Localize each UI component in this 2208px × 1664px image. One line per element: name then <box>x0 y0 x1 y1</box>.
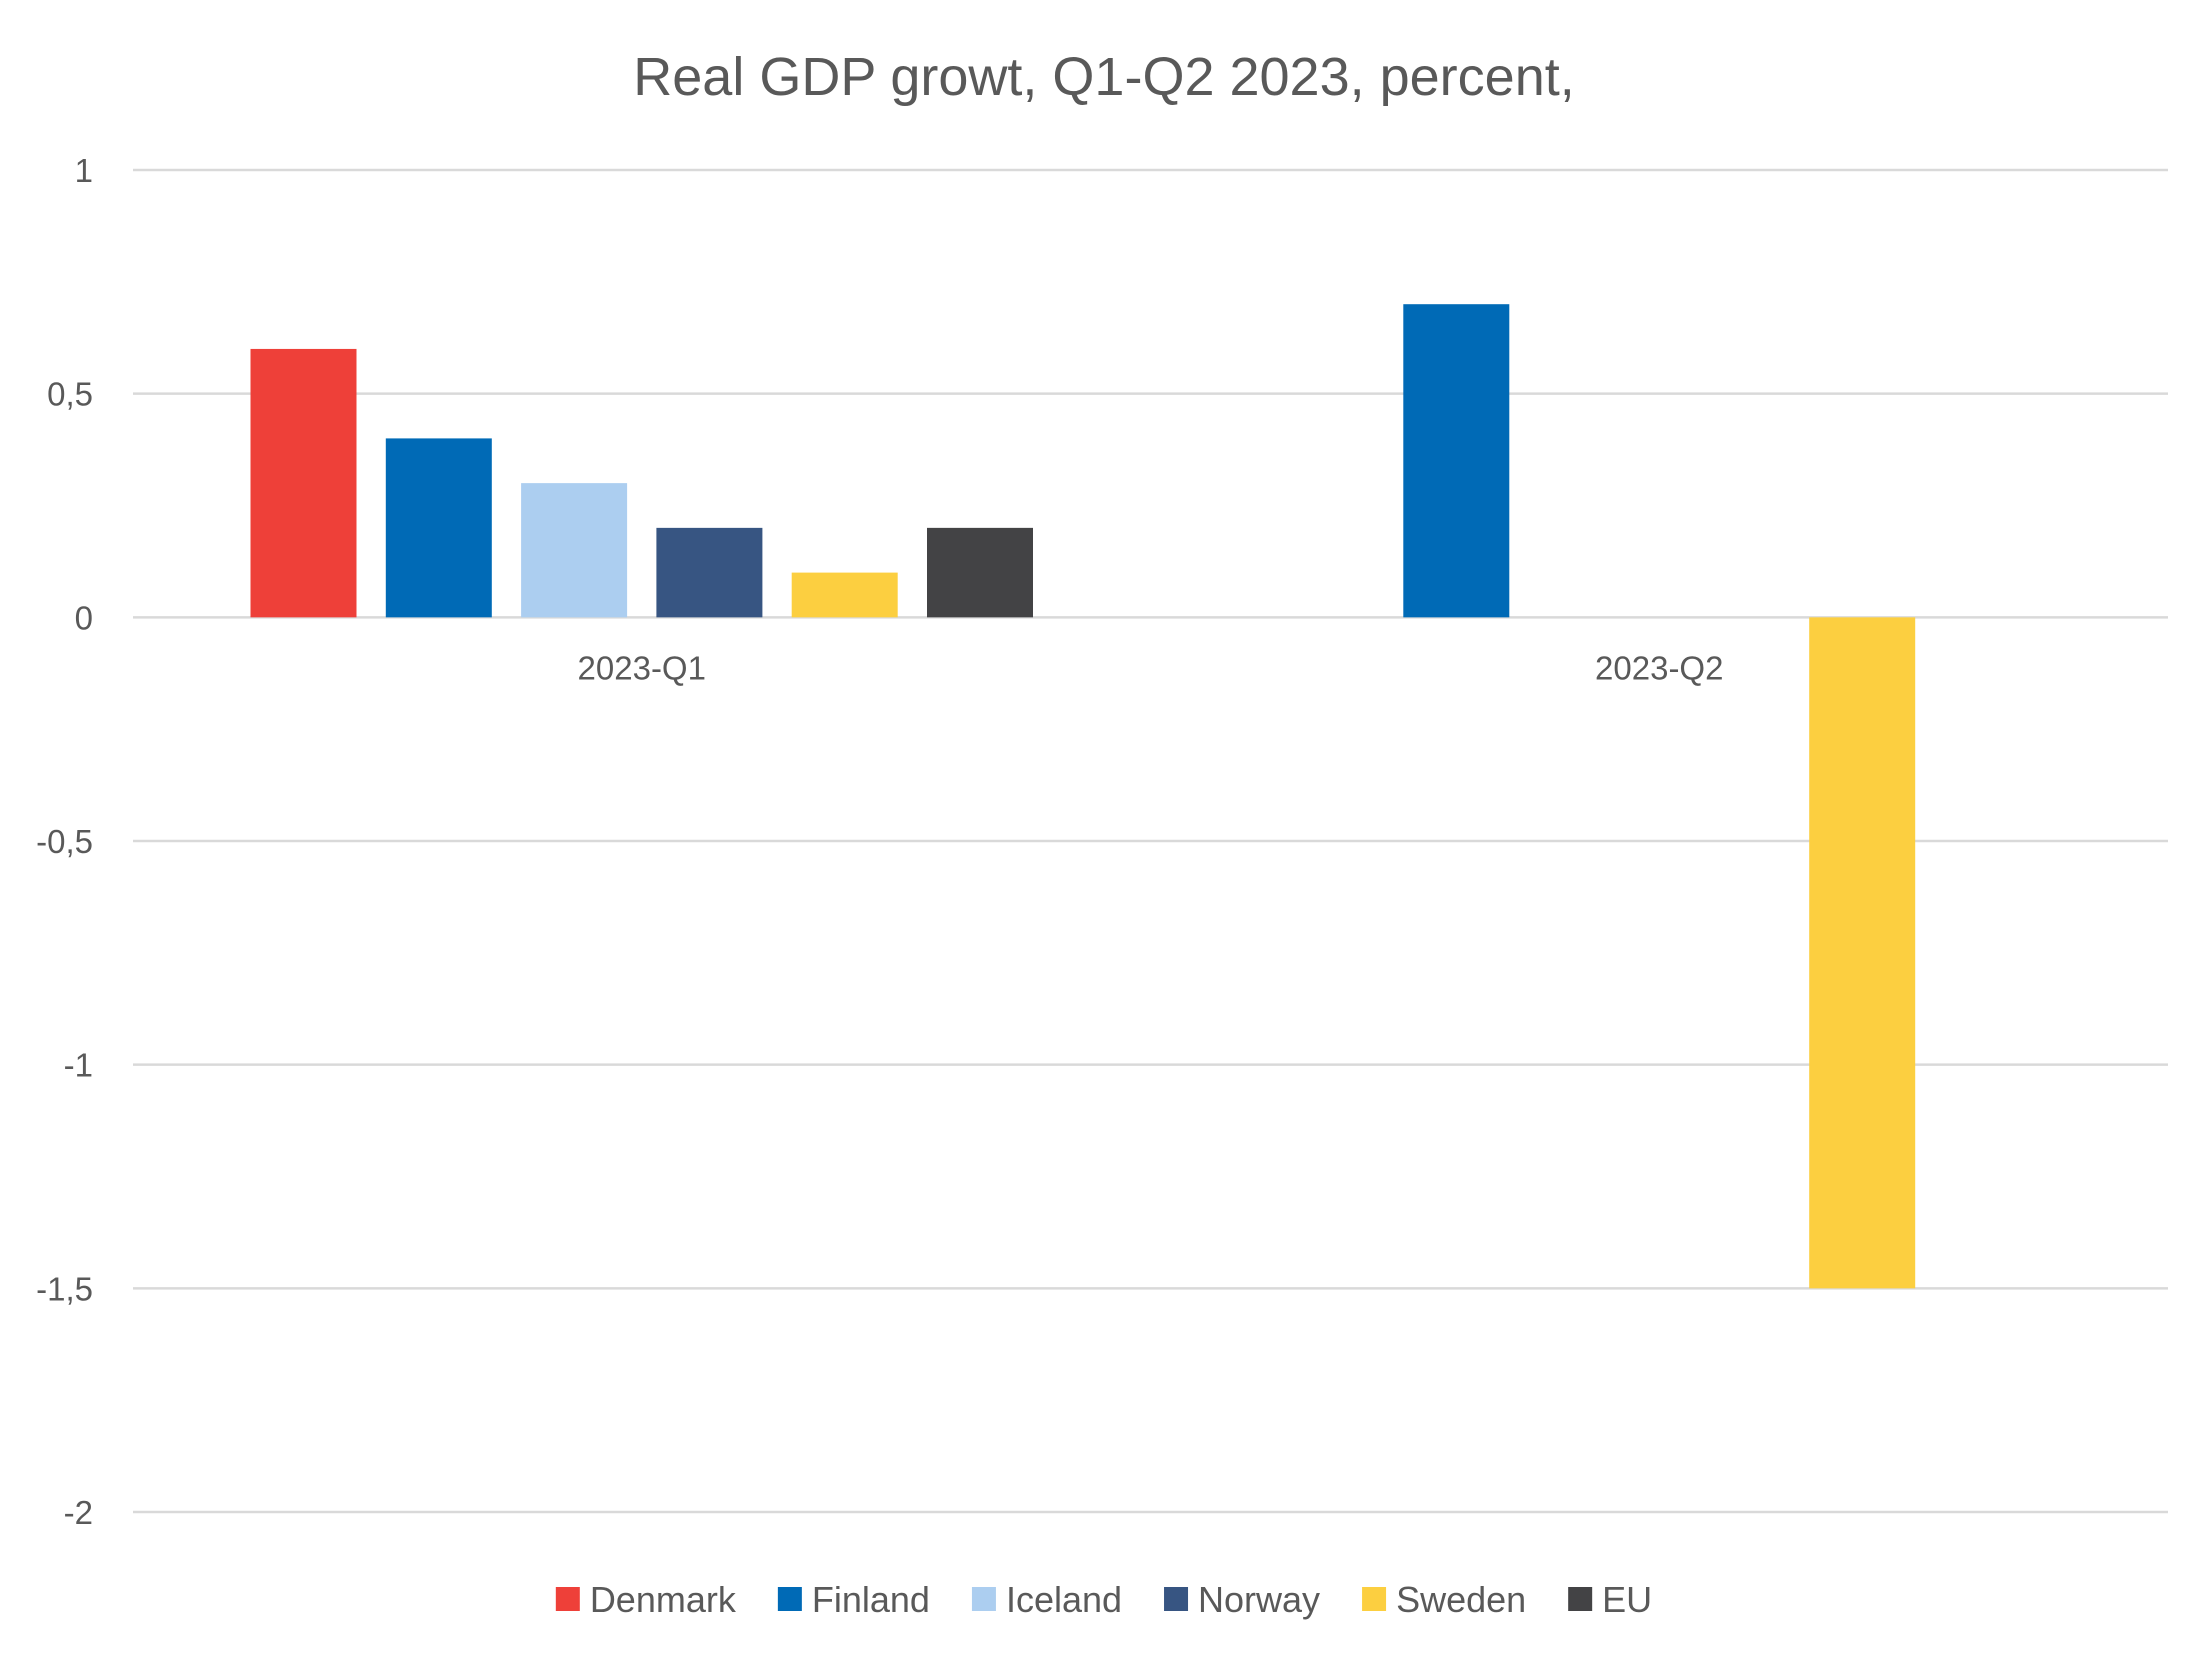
legend-item-finland: Finland <box>777 1579 930 1620</box>
legend-swatch <box>971 1587 996 1611</box>
bar-sweden-2023-q2 <box>1809 617 1916 1289</box>
chart-title: Real GDP growt, Q1-Q2 2023, percent, <box>633 47 1574 107</box>
y-tick-label: -1 <box>64 1047 93 1084</box>
legend-label: Denmark <box>590 1579 737 1620</box>
legend-label: EU <box>1602 1579 1652 1620</box>
bar-norway-2023-q1 <box>656 527 763 618</box>
legend-item-norway: Norway <box>1164 1579 1320 1620</box>
y-tick-label: -1,5 <box>36 1270 93 1307</box>
legend-label: Iceland <box>1006 1579 1122 1620</box>
legend-swatch <box>1568 1587 1593 1611</box>
y-tick-label: -2 <box>64 1494 93 1531</box>
legend-swatch <box>555 1587 580 1611</box>
legend-swatch <box>777 1587 802 1611</box>
x-axis-category-labels: 2023-Q1 2023-Q2 <box>578 649 1724 686</box>
legend: Denmark Finland Iceland Norway Sweden EU <box>555 1579 1652 1620</box>
legend-item-sweden: Sweden <box>1362 1579 1526 1620</box>
legend-label: Sweden <box>1396 1579 1526 1620</box>
bar-iceland-2023-q1 <box>521 483 628 618</box>
x-category-label: 2023-Q1 <box>578 649 706 686</box>
x-category-label: 2023-Q2 <box>1595 649 1723 686</box>
bar-denmark-2023-q1 <box>250 348 357 618</box>
legend-item-denmark: Denmark <box>555 1579 737 1620</box>
legend-swatch <box>1362 1587 1387 1611</box>
bar-sweden-2023-q1 <box>791 572 898 618</box>
bar-finland-2023-q1 <box>385 438 492 618</box>
bar-eu-2023-q1 <box>927 527 1033 618</box>
y-tick-label: -0,5 <box>36 823 93 860</box>
y-axis-ticks: 1 0,5 0 -0,5 -1 -1,5 -2 <box>36 152 93 1531</box>
legend-label: Finland <box>812 1579 930 1620</box>
bar-finland-2023-q2 <box>1403 304 1510 618</box>
bars <box>250 304 1916 1289</box>
legend-item-eu: EU <box>1568 1579 1652 1620</box>
legend-item-iceland: Iceland <box>971 1579 1122 1620</box>
legend-swatch <box>1164 1587 1189 1611</box>
y-tick-label: 0,5 <box>47 376 93 413</box>
y-tick-label: 1 <box>75 152 93 189</box>
legend-label: Norway <box>1198 1579 1320 1620</box>
y-tick-label: 0 <box>75 599 93 636</box>
